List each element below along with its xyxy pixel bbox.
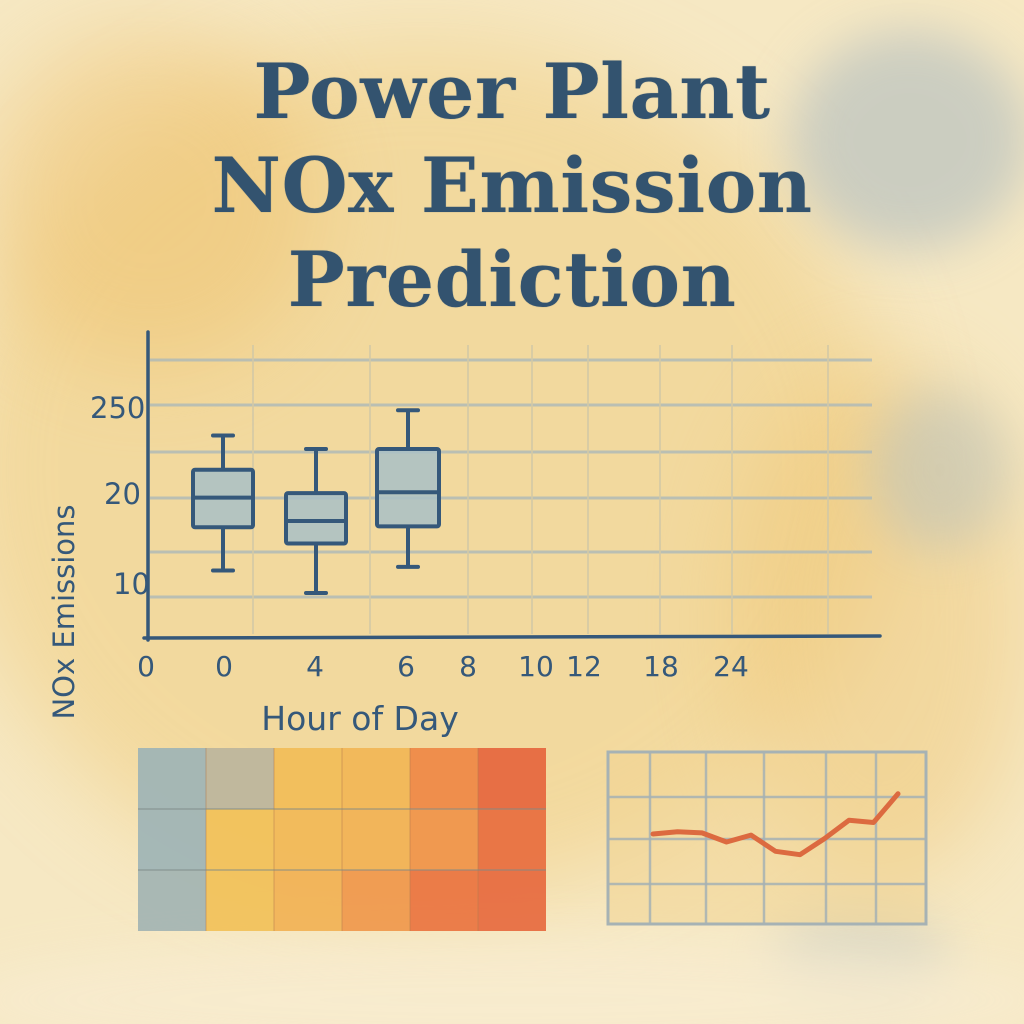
- title-line-3: Prediction: [287, 235, 737, 324]
- line-chart-frame: [606, 750, 928, 926]
- y-tick-label: 20: [104, 477, 141, 511]
- box-plot-box: [375, 408, 441, 569]
- title-line-1: Power Plant: [253, 47, 771, 136]
- heatmap-cell: [478, 748, 546, 809]
- x-tick-label: 12: [566, 650, 602, 683]
- y-tick-label: 10: [113, 567, 150, 601]
- x-tick-label: 6: [397, 650, 415, 683]
- y-axis-label: NOx Emissions: [47, 504, 81, 719]
- x-tick-label: 0: [137, 650, 155, 683]
- heatmap-cell: [342, 748, 410, 809]
- box-iqr: [284, 491, 348, 546]
- x-tick-label: 8: [459, 650, 477, 683]
- heatmap-cell: [138, 748, 206, 809]
- x-tick-label: 24: [713, 650, 749, 683]
- heatmap-cell: [274, 809, 342, 870]
- heatmap-cell: [342, 809, 410, 870]
- heatmap-cell: [478, 809, 546, 870]
- line-series: [650, 791, 901, 858]
- y-tick-label: 250: [90, 391, 145, 425]
- heatmap-cell: [138, 809, 206, 870]
- box-plot-box: [284, 447, 348, 595]
- heatmap-cell: [138, 870, 206, 931]
- heatmap-cell: [342, 870, 410, 931]
- heatmap-cell: [206, 748, 274, 809]
- heatmap-cell: [478, 870, 546, 931]
- heatmap-cell: [410, 809, 478, 870]
- x-tick-label: 18: [643, 650, 679, 683]
- x-axis-label: Hour of Day: [261, 699, 458, 738]
- heatmap-cell: [274, 748, 342, 809]
- title-line-2: NOx Emission: [211, 141, 813, 230]
- x-axis-line: [142, 634, 882, 640]
- heatmap-cell: [206, 809, 274, 870]
- x-tick-label: 10: [518, 650, 554, 683]
- box-plot-series: [191, 408, 441, 595]
- box-plot-box: [191, 433, 255, 573]
- x-tick-label: 4: [306, 650, 324, 683]
- heatmap-cell: [410, 748, 478, 809]
- heatmap-cell: [274, 870, 342, 931]
- heatmap-cell: [206, 870, 274, 931]
- box-iqr: [375, 447, 441, 529]
- x-tick-label: 0: [215, 650, 233, 683]
- line-chart-gridlines: [608, 752, 926, 924]
- heatmap-cell: [410, 870, 478, 931]
